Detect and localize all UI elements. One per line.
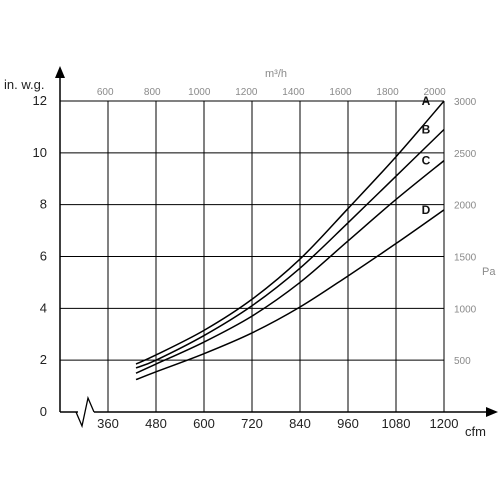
series-line-a: [135, 100, 445, 365]
series-label-a: A: [422, 94, 431, 108]
x2-tick-label: 1800: [376, 87, 399, 98]
right-axis-title: Pa: [482, 266, 496, 278]
y2-tick-label: 2500: [454, 149, 477, 160]
series-label-b: B: [422, 123, 431, 137]
series-line-b: [135, 128, 445, 369]
x-tick-label: 1080: [382, 416, 411, 431]
x-tick-label: 840: [289, 416, 311, 431]
x2-tick-label: 2000: [423, 87, 446, 98]
y-tick-label: 10: [33, 145, 47, 160]
series-label-c: C: [422, 154, 431, 168]
y-axis-title: in. w.g.: [4, 77, 44, 92]
x2-tick-label: 600: [97, 87, 114, 98]
y-tick-label: 2: [40, 352, 47, 367]
series-line-c: [135, 160, 445, 374]
x-axis-title: cfm: [465, 424, 486, 439]
y-axis-arrow: [55, 66, 65, 78]
y2-tick-label: 3000: [454, 97, 477, 108]
x2-tick-label: 1400: [282, 87, 305, 98]
x2-tick-label: 1600: [329, 87, 352, 98]
curves: [135, 100, 445, 381]
y2-tick-label: 2000: [454, 201, 477, 212]
top-axis-title: m³/h: [265, 68, 287, 80]
x-tick-label: 1200: [430, 416, 459, 431]
y-tick-label: 8: [40, 197, 47, 212]
y2-tick-label: 1500: [454, 253, 477, 264]
x-tick-label: 720: [241, 416, 263, 431]
y-tick-label: 4: [40, 300, 47, 315]
series-line-d: [135, 209, 445, 381]
x2-tick-label: 1200: [235, 87, 258, 98]
x-axis-break-icon: [75, 395, 95, 429]
y-tick-label: 12: [33, 93, 47, 108]
y-tick-label: 0: [40, 404, 47, 419]
y2-tick-label: 1000: [454, 304, 477, 315]
x2-tick-label: 800: [144, 87, 161, 98]
x-axis-arrow: [486, 407, 498, 417]
x-tick-label: 360: [97, 416, 119, 431]
y-tick-label: 6: [40, 249, 47, 264]
x-tick-label: 600: [193, 416, 215, 431]
labels: 360 480 600 720 840 960 1080 1200 0 2 4 6 8 10 12 600 80…: [33, 87, 477, 431]
x-tick-label: 480: [145, 416, 167, 431]
grid: [60, 100, 445, 412]
x2-tick-label: 1000: [188, 87, 211, 98]
x-tick-label: 960: [337, 416, 359, 431]
axes: [55, 66, 498, 429]
y2-tick-label: 500: [454, 356, 471, 367]
series-label-d: D: [422, 203, 431, 217]
